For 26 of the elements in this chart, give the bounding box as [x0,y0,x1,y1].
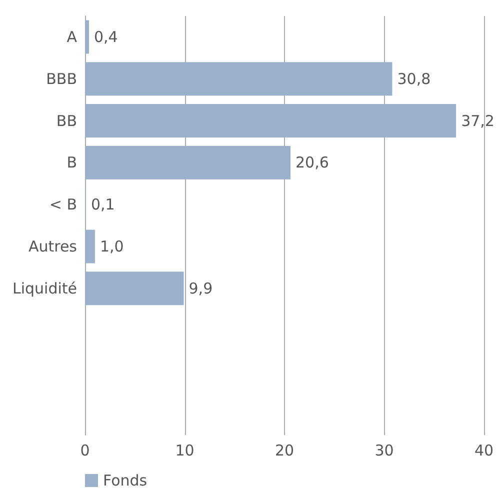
y-tick-label: B [66,154,77,172]
legend-label: Fonds [103,472,148,490]
x-tick-label: 40 [474,442,494,460]
bar [85,272,184,306]
x-tick-label: 10 [175,442,194,460]
data-label: 0,4 [94,28,118,46]
bar [85,146,290,180]
data-label: 1,0 [100,237,124,256]
x-tick-label: 20 [274,442,294,460]
x-tick-label: 30 [374,442,394,460]
y-tick-label: BBB [46,70,77,88]
x-tick-label: 0 [80,442,90,460]
bar [85,230,95,264]
data-label: 37,2 [461,112,494,130]
data-label: 9,9 [188,279,213,298]
y-tick-label: < B [49,196,77,214]
y-tick-label: Autres [28,237,78,256]
bar [85,62,392,96]
y-tick-label: BB [56,112,77,130]
bar [85,20,89,54]
y-tick-label: A [66,28,78,46]
y-tick-label: Liquidité [12,279,77,298]
bar [85,104,456,138]
data-label: 20,6 [295,154,329,172]
data-label: 30,8 [397,70,431,88]
data-label: 0,1 [90,196,115,214]
